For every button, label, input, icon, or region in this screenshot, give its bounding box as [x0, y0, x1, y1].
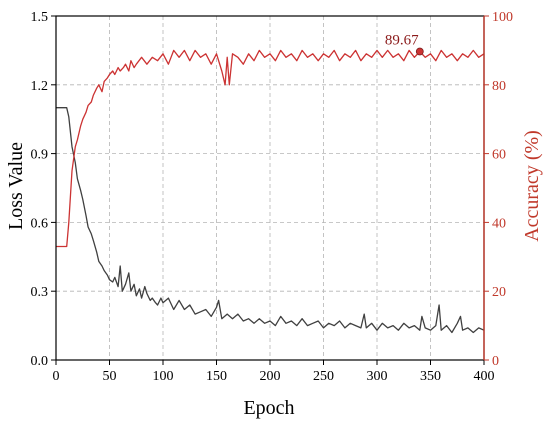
y-right-tick-label: 60: [492, 148, 506, 163]
y-right-tick-label: 80: [492, 79, 506, 94]
y-left-tick-label: 1.5: [31, 10, 49, 25]
x-tick-label: 50: [103, 369, 117, 384]
y-left-tick-label: 0.3: [31, 285, 49, 300]
y-right-tick-label: 40: [492, 216, 506, 231]
x-tick-label: 200: [260, 369, 281, 384]
max-accuracy-label: 89.67: [385, 33, 419, 49]
y-right-tick-label: 100: [492, 10, 513, 25]
y-left-tick-label: 0.6: [31, 216, 49, 231]
y-left-tick-label: 0.0: [31, 354, 49, 369]
y-right-tick-label: 20: [492, 285, 506, 300]
series-layer: [56, 49, 485, 334]
x-axis-title: Epoch: [243, 397, 294, 419]
max-accuracy-marker: [415, 47, 424, 56]
x-tick-label: 300: [367, 369, 388, 384]
accuracy-series-line: [56, 49, 485, 248]
y-left-tick-label: 1.2: [31, 79, 49, 94]
x-tick-label: 400: [474, 369, 495, 384]
tick-layer: 0 50 100 150 200 250 300 350 4000.00.30.60.91.21…: [31, 10, 514, 384]
annotation-layer: 89.67: [385, 33, 424, 56]
y-right-tick-label: 0: [492, 354, 499, 369]
y-axis-title-right: Accuracy (%): [521, 130, 543, 242]
y-left-tick-label: 0.9: [31, 148, 49, 163]
x-tick-label: 100: [153, 369, 174, 384]
y-axis-title-left: Loss Value: [5, 142, 27, 230]
x-tick-label: 250: [313, 369, 334, 384]
x-tick-label: 150: [206, 369, 227, 384]
grid: [56, 16, 484, 360]
x-tick-label: 0: [53, 369, 60, 384]
loss-series-line: [56, 107, 485, 334]
x-tick-label: 350: [420, 369, 441, 384]
